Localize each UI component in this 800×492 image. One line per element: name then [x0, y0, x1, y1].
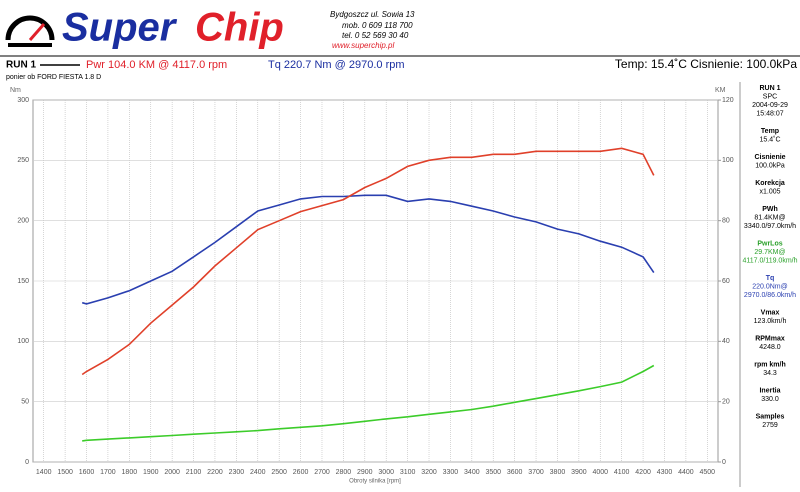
x-tick-label: 3600: [507, 469, 523, 476]
x-axis-label: Obroty silnika [rpm]: [349, 479, 401, 485]
x-tick-label: 2200: [207, 469, 223, 476]
panel-text: 2004-09-29: [752, 102, 788, 109]
x-tick-label: 2500: [271, 469, 287, 476]
x-tick-label: 3500: [485, 469, 501, 476]
x-tick-label: 2400: [250, 469, 266, 476]
panel-text: Vmax: [761, 309, 780, 316]
panel-text: 2970.0/86.0km/h: [744, 292, 796, 299]
panel-text: 34.3: [763, 370, 777, 377]
x-tick-label: 1900: [143, 469, 159, 476]
y-tick-label: 0: [25, 459, 29, 466]
x-tick-label: 1600: [79, 469, 95, 476]
address-line: mob. 0 609 118 700: [342, 21, 413, 30]
panel-text: 81.4KM@: [754, 214, 785, 221]
series-line: [81, 194, 655, 305]
x-tick-label: 3300: [443, 469, 459, 476]
y-tick-label: 200: [17, 218, 29, 225]
x-tick-label: 4400: [678, 469, 694, 476]
panel-text: Cisnienie: [754, 154, 785, 161]
panel-text: Korekcja: [755, 180, 785, 187]
y-tick-label: 50: [21, 399, 29, 406]
series-line: [82, 364, 655, 442]
logo-super: Super: [62, 6, 178, 50]
y-tick-label: 300: [17, 97, 29, 104]
y2-tick-label: 120: [722, 97, 734, 104]
panel-text: 2759: [762, 422, 778, 429]
x-tick-label: 4300: [657, 469, 673, 476]
x-tick-label: 1400: [36, 469, 52, 476]
x-tick-label: 1700: [100, 469, 116, 476]
series-line: [81, 147, 655, 376]
panel-text: Temp: [761, 128, 779, 135]
x-tick-label: 2900: [357, 469, 373, 476]
y2-tick-label: 100: [722, 157, 734, 164]
panel-text: 330.0: [761, 396, 779, 403]
x-tick-label: 3900: [571, 469, 587, 476]
panel-text: Inertia: [759, 387, 780, 394]
y2-tick-label: 20: [722, 399, 730, 406]
y2-tick-label: 60: [722, 278, 730, 285]
panel-text: Samples: [756, 413, 785, 420]
panel-text: PWh: [762, 206, 778, 213]
power-summary: Pwr 104.0 KM @ 4117.0 rpm: [86, 59, 227, 71]
panel-text: SPC: [763, 93, 777, 100]
x-tick-label: 2100: [186, 469, 202, 476]
x-tick-label: 3700: [528, 469, 544, 476]
address-line: Bydgoszcz ul. Sowia 13: [330, 10, 415, 19]
address-line: tel. 0 52 569 30 40: [342, 31, 409, 40]
x-tick-label: 4100: [614, 469, 630, 476]
x-tick-label: 1500: [57, 469, 73, 476]
x-tick-label: 3000: [378, 469, 394, 476]
x-tick-label: 4500: [700, 469, 716, 476]
x-tick-label: 2300: [229, 469, 245, 476]
panel-text: 3340.0/97.0km/h: [744, 223, 796, 230]
x-tick-label: 3800: [550, 469, 566, 476]
logo-chip: Chip: [195, 6, 284, 50]
panel-text: 4117.0/119.0km/h: [742, 257, 797, 264]
y-axis-label: Nm: [10, 87, 21, 94]
y-tick-label: 150: [17, 278, 29, 285]
x-tick-label: 4000: [592, 469, 608, 476]
x-tick-label: 2800: [336, 469, 352, 476]
x-tick-label: 1800: [122, 469, 138, 476]
panel-text: 100.0kPa: [755, 162, 785, 169]
panel-text: 15:48:07: [756, 110, 783, 117]
panel-text: x1.005: [759, 188, 780, 195]
y2-tick-label: 80: [722, 218, 730, 225]
subtitle: ponier ob FORD FIESTA 1.8 D: [6, 74, 101, 81]
panel-text: 123.0km/h: [754, 318, 787, 325]
address-url: www.superchip.pl: [332, 41, 394, 50]
torque-summary: Tq 220.7 Nm @ 2970.0 rpm: [268, 59, 405, 71]
y2-axis-label: KM: [715, 87, 726, 94]
panel-text: RPMmax: [755, 335, 785, 342]
panel-text: RUN 1: [759, 85, 780, 92]
panel-text: 15.4˚C: [759, 135, 780, 143]
logo-icon: [5, 15, 55, 47]
panel-text: PwrLos: [757, 240, 782, 247]
x-tick-label: 2000: [164, 469, 180, 476]
y-tick-label: 100: [17, 338, 29, 345]
x-tick-label: 3100: [400, 469, 416, 476]
panel-text: 29.7KM@: [754, 249, 785, 256]
y2-tick-label: 0: [722, 459, 726, 466]
panel-text: rpm km/h: [754, 361, 786, 368]
x-tick-label: 3200: [421, 469, 437, 476]
run-label: RUN 1: [6, 60, 36, 71]
x-tick-label: 4200: [635, 469, 651, 476]
panel-text: Tq: [766, 275, 775, 282]
y2-tick-label: 40: [722, 338, 730, 345]
conditions: Temp: 15.4˚C Cisnienie: 100.0kPa: [615, 57, 797, 71]
y-tick-label: 250: [17, 157, 29, 164]
panel-text: 4248.0: [759, 344, 781, 351]
x-tick-label: 3400: [464, 469, 480, 476]
x-tick-label: 2700: [314, 469, 330, 476]
panel-text: 220.0Nm@: [752, 283, 788, 290]
x-tick-label: 2600: [293, 469, 309, 476]
